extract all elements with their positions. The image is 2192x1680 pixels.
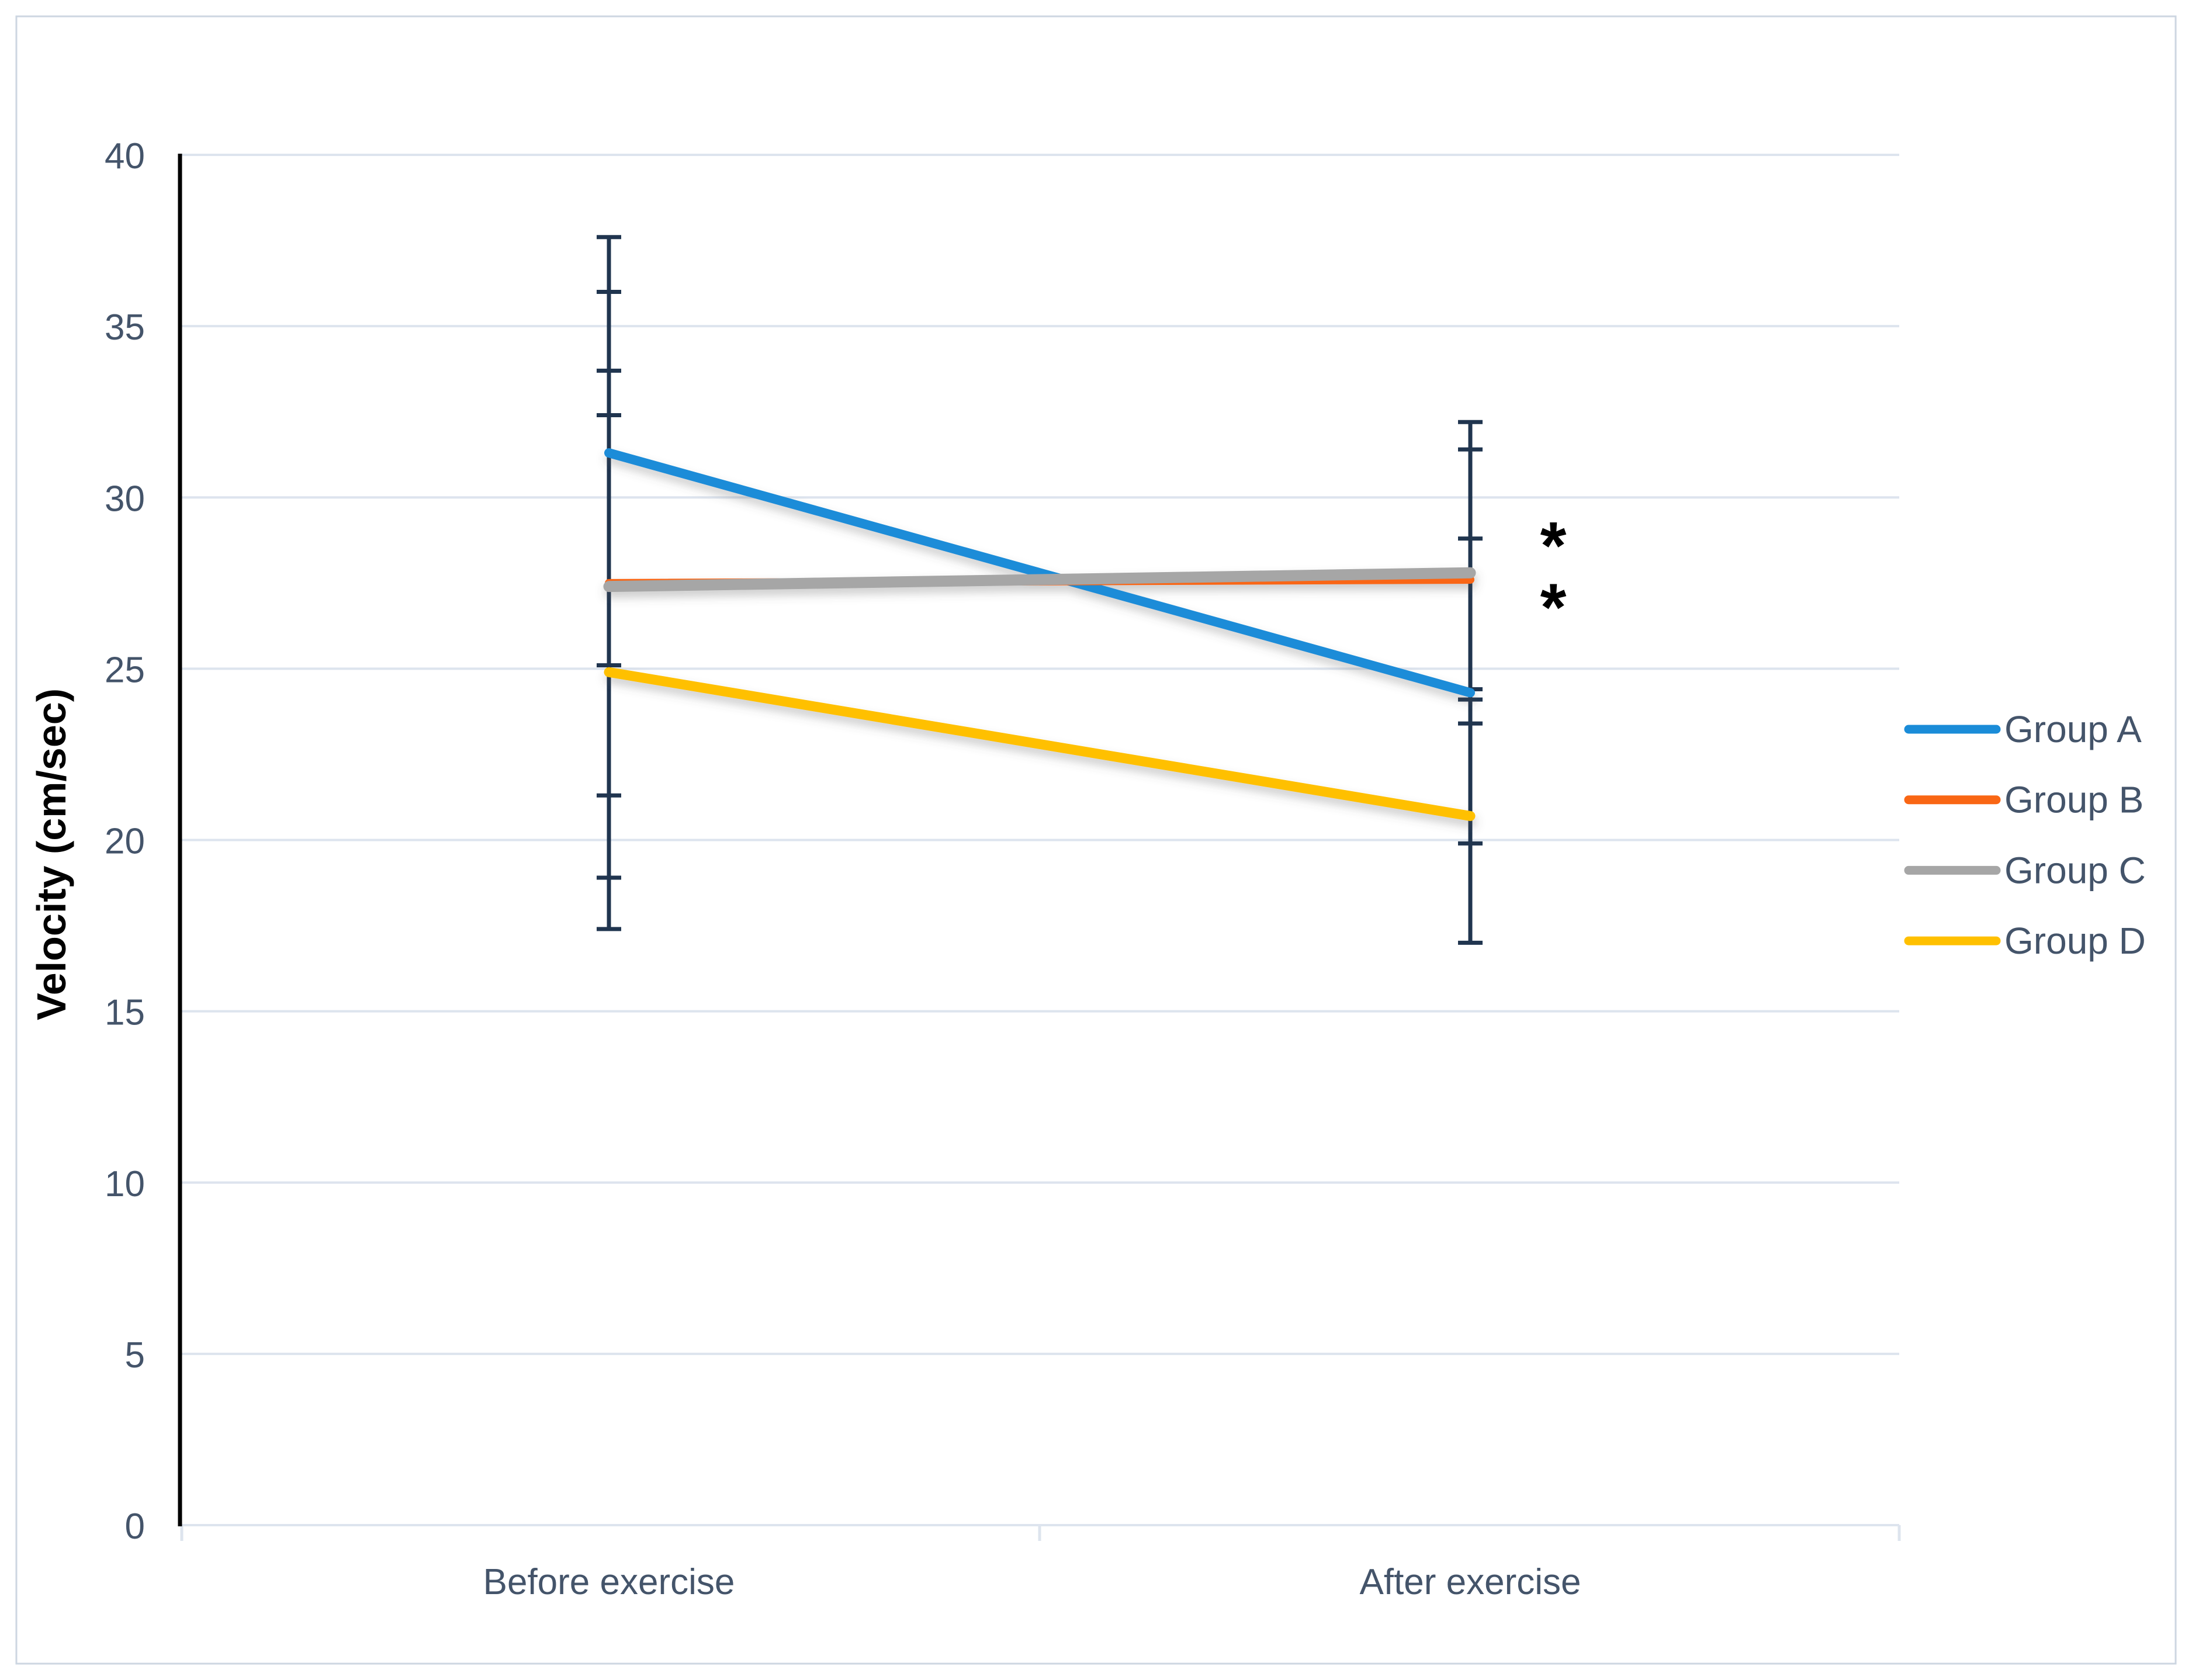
y-tick-labels: 0 5 10 15 20 25 30 35 40 [105,136,145,1547]
figure-border [15,15,2177,1665]
legend-label-group-c: Group C [2004,849,2146,891]
y-axis-title: Velocity (cm/sec) [29,688,74,1020]
y-tick-label-30: 30 [105,479,145,519]
y-tick-label-10: 10 [105,1164,145,1204]
legend: Group A Group B Group C Group D [1904,708,2146,962]
annotations: ** [1540,509,1567,646]
x-category-label-1: After exercise [1359,1562,1581,1602]
y-tick-label-40: 40 [105,136,145,176]
y-tick-label-0: 0 [125,1506,145,1547]
series-line-group-d [604,667,1476,821]
series-line-group-c [603,567,1476,593]
y-tick-label-20: 20 [105,822,145,862]
y-tick-label-35: 35 [105,307,145,348]
legend-item-group-b: Group B [1904,779,2143,821]
legend-item-group-d: Group D [1904,920,2146,962]
significance-asterisk-1: * [1540,570,1567,645]
series-lines [603,448,1476,821]
y-tick-label-25: 25 [105,650,145,690]
series-line-group-a [604,448,1475,698]
legend-label-group-a: Group A [2004,708,2142,750]
x-category-label-0: Before exercise [483,1562,735,1602]
y-tick-label-5: 5 [125,1335,145,1376]
legend-item-group-c: Group C [1904,849,2146,891]
x-category-labels: Before exercise After exercise [483,1562,1581,1602]
significance-asterisk-0: * [1540,509,1567,584]
legend-label-group-b: Group B [2004,779,2143,821]
y-tick-label-15: 15 [105,993,145,1033]
legend-item-group-a: Group A [1904,708,2142,750]
gridlines [180,154,1901,1541]
legend-label-group-d: Group D [2004,920,2146,962]
